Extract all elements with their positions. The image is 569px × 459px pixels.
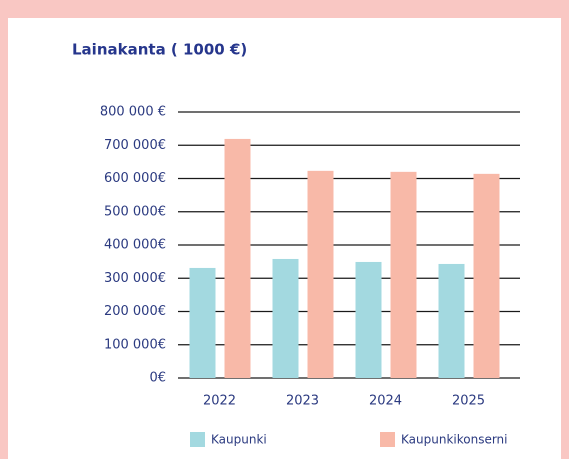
x-tick-label: 2022 <box>203 394 236 409</box>
legend-swatch <box>380 432 395 447</box>
bar <box>355 261 382 378</box>
legend-swatch <box>190 432 205 447</box>
x-tick-label: 2023 <box>286 394 319 409</box>
bar <box>272 258 299 378</box>
y-tick-label: 800 000 € <box>100 105 166 120</box>
y-tick-label: 100 000€ <box>104 337 166 352</box>
y-tick-label: 500 000€ <box>104 204 166 219</box>
bar <box>189 267 216 378</box>
y-tick-label: 400 000€ <box>104 238 166 253</box>
y-tick-label: 200 000€ <box>104 304 166 319</box>
x-tick-label: 2025 <box>452 394 485 409</box>
y-tick-label: 0€ <box>149 371 166 386</box>
bar <box>473 173 500 378</box>
legend-label: Kaupunki <box>211 433 267 447</box>
chart-title: Lainakanta ( 1000 €) <box>72 41 247 59</box>
bar <box>224 138 251 378</box>
y-tick-label: 300 000€ <box>104 271 166 286</box>
y-tick-label: 700 000€ <box>104 138 166 153</box>
panel <box>8 18 561 459</box>
bar <box>438 263 465 378</box>
legend-label: Kaupunkikonserni <box>401 433 508 447</box>
x-tick-label: 2024 <box>369 394 402 409</box>
bar <box>390 171 417 378</box>
y-tick-label: 600 000€ <box>104 171 166 186</box>
bar <box>307 170 334 378</box>
